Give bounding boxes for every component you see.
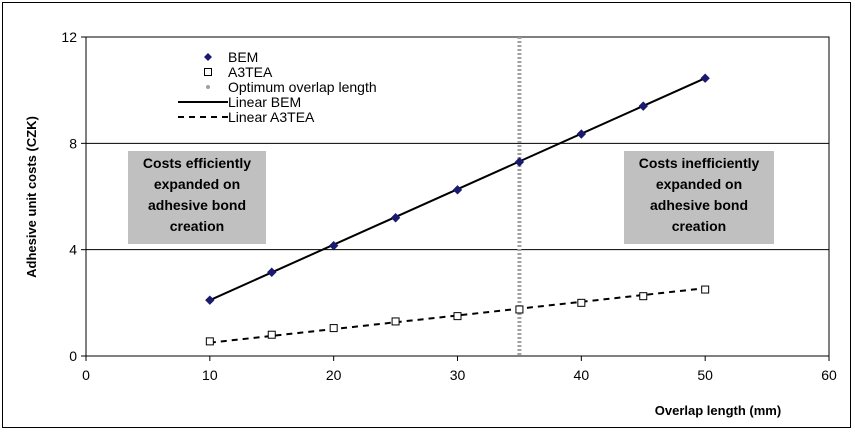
bem-point xyxy=(514,157,525,167)
a3tea-point xyxy=(205,337,214,346)
y-tick-label: 8 xyxy=(69,135,77,151)
a3tea-point xyxy=(639,292,648,301)
a3tea-point xyxy=(515,305,524,314)
x-axis-title: Overlap length (mm) xyxy=(655,403,781,418)
bem-point xyxy=(638,101,648,111)
annotation-efficient-line: expanded on xyxy=(153,176,241,192)
annotation-inefficient-line: expanded on xyxy=(655,176,743,192)
x-tick-label: 20 xyxy=(326,367,342,383)
annotation-efficient-line: adhesive bond xyxy=(147,197,247,213)
a3tea-point xyxy=(267,330,276,339)
a3tea-point xyxy=(577,298,586,307)
bem-point xyxy=(267,267,277,277)
legend-marker-optimum xyxy=(206,85,210,89)
a3tea-point xyxy=(329,324,338,333)
x-tick-label: 0 xyxy=(82,367,90,383)
y-axis-title: Adhesive unit costs (CZK) xyxy=(24,116,39,278)
x-tick-label: 10 xyxy=(202,367,218,383)
y-tick-label: 0 xyxy=(69,348,77,364)
legend-label: Optimum overlap length xyxy=(228,79,377,95)
bem-point xyxy=(205,295,215,305)
x-tick-label: 30 xyxy=(450,367,466,383)
bem-point xyxy=(328,240,339,251)
a3tea-point xyxy=(453,312,462,321)
x-tick-label: 40 xyxy=(574,367,590,383)
y-tick-label: 4 xyxy=(69,242,77,258)
x-tick-label: 50 xyxy=(697,367,713,383)
a3tea-point xyxy=(701,285,710,294)
bem-point xyxy=(390,213,401,223)
annotation-efficient: Costs efficiently expanded on adhesive b… xyxy=(128,151,266,244)
annotation-efficient-line: Costs efficiently xyxy=(142,155,252,171)
x-tick-label: 60 xyxy=(821,367,837,383)
annotation-inefficient-line: creation xyxy=(671,218,727,234)
legend-label: Linear BEM xyxy=(228,94,301,110)
annotation-inefficient-line: Costs inefficiently xyxy=(638,155,760,171)
a3tea-point xyxy=(391,317,400,326)
annotation-inefficient-line: adhesive bond xyxy=(649,197,749,213)
y-tick-label: 12 xyxy=(61,29,77,45)
legend-marker-a3tea xyxy=(204,68,212,76)
annotation-inefficient: Costs inefficiently expanded on adhesive… xyxy=(624,151,774,244)
bem-point xyxy=(452,185,463,195)
annotation-efficient-line: creation xyxy=(169,218,225,234)
bem-point xyxy=(700,73,710,83)
legend-label: A3TEA xyxy=(228,64,273,80)
legend-label: BEM xyxy=(228,49,258,65)
bem-point xyxy=(576,129,587,139)
legend-marker-bem xyxy=(204,53,212,61)
legend-label: Linear A3TEA xyxy=(228,109,315,125)
